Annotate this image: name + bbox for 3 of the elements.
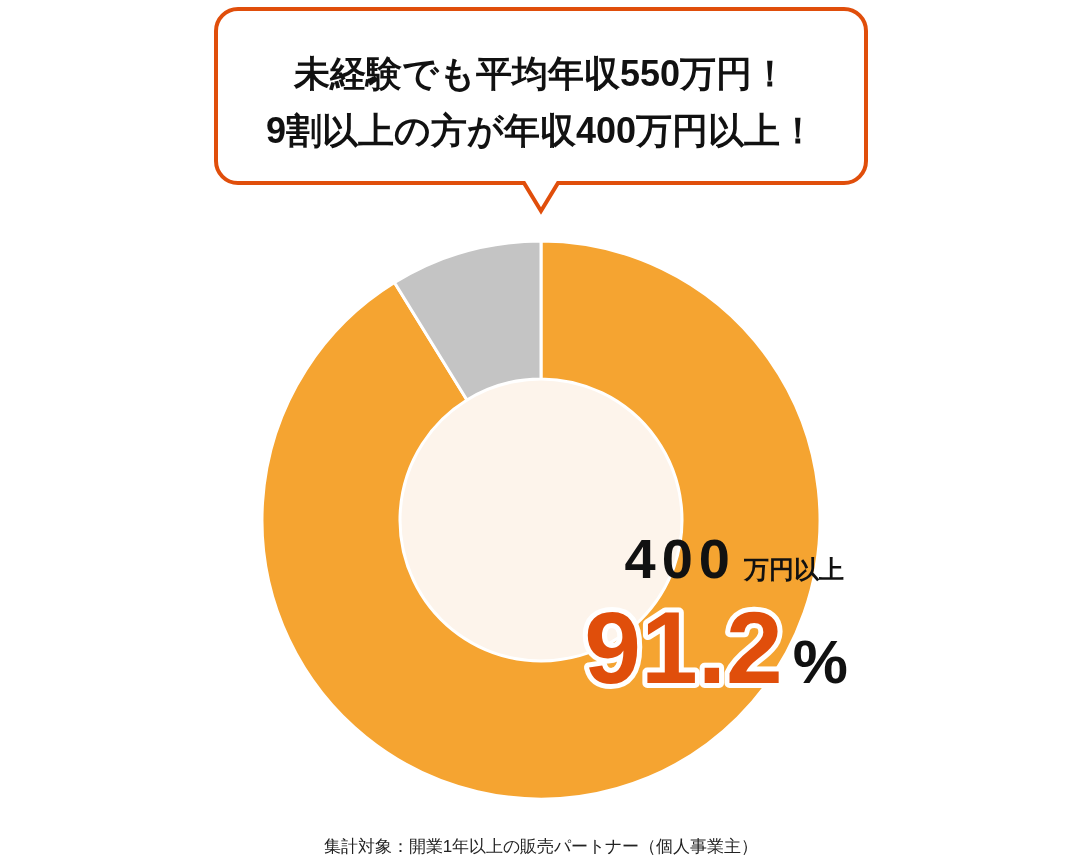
title: 未経験でも平均年収550万円！ (293, 53, 789, 94)
annotation: 集計対象：開業1年以上の販売パートナー（個人事業主） (323, 837, 759, 856)
subtitle: 9割以上の方が年収400万円以上！ (265, 110, 817, 151)
